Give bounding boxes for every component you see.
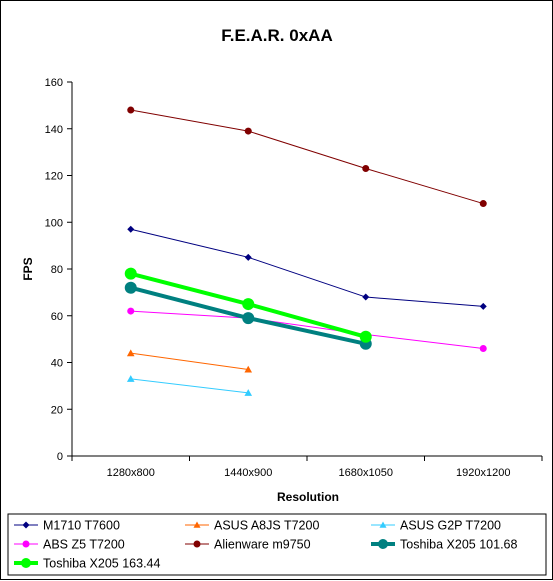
legend-item: ASUS G2P T7200 [371, 519, 501, 533]
y-tick-label: 0 [57, 451, 63, 463]
data-point [244, 253, 252, 261]
legend-item: ABS Z5 T7200 [14, 538, 125, 552]
x-ticks: 1280x800 1440x900 1680x1050 1920x1200 [71, 456, 543, 479]
y-tick-label: 140 [45, 124, 63, 136]
y-tick-label: 20 [51, 404, 63, 416]
series-line [130, 352, 249, 371]
y-tick-label: 100 [45, 217, 63, 229]
data-point [479, 302, 487, 310]
series-line [130, 109, 484, 205]
x-tick-label: 1920x1200 [456, 467, 510, 479]
legend-item: ASUS A8JS T7200 [185, 519, 319, 533]
data-point [244, 365, 253, 373]
data-point [127, 307, 135, 315]
y-tick-label: 40 [51, 358, 63, 370]
legend-label: ASUS G2P T7200 [400, 519, 501, 533]
legend-label: ASUS A8JS T7200 [214, 519, 319, 533]
legend-item: Alienware m9750 [185, 538, 311, 552]
data-point [479, 200, 487, 208]
data-point [126, 349, 135, 357]
chart-title: F.E.A.R. 0xAA [221, 26, 332, 45]
data-point [124, 281, 137, 294]
series-line [130, 310, 484, 349]
legend-swatch-marker [22, 521, 30, 529]
legend-item: M1710 T7600 [14, 519, 120, 533]
legend-items: M1710 T7600 ASUS A8JS T7200 ASUS G2P T7200… [14, 519, 518, 571]
y-tick-label: 80 [51, 264, 63, 276]
series-toshiba-x205-163-44 [124, 267, 372, 343]
series-m1710-t7600 [127, 225, 487, 310]
legend: M1710 T7600 ASUS A8JS T7200 ASUS G2P T7200… [7, 513, 547, 576]
legend-item: Toshiba X205 163.44 [14, 557, 161, 571]
legend-swatch-marker [378, 539, 388, 549]
data-point [244, 389, 253, 396]
data-point [126, 375, 135, 382]
data-point [362, 164, 370, 172]
legend-swatch-marker [22, 540, 30, 548]
series-asus-a8js-t7200 [126, 349, 253, 373]
legend-label: ABS Z5 T7200 [43, 538, 125, 552]
x-tick-label: 1680x1050 [339, 467, 393, 479]
y-tick-label: 120 [45, 171, 63, 183]
legend-swatch-marker [21, 558, 31, 568]
legend-swatch-marker [193, 540, 201, 548]
x-tick-label: 1280x800 [107, 467, 155, 479]
legend-item: Toshiba X205 101.68 [371, 538, 518, 552]
data-point [359, 330, 372, 343]
legend-swatch-marker [193, 521, 201, 528]
data-point [362, 293, 370, 301]
x-tick-label: 1440x900 [224, 467, 272, 479]
legend-label: Toshiba X205 163.44 [43, 557, 161, 571]
legend-label: Alienware m9750 [214, 538, 311, 552]
series-line [130, 228, 484, 307]
data-point [479, 344, 487, 352]
x-axis-title: Resolution [277, 490, 339, 504]
data-point [124, 267, 137, 280]
y-tick-label: 160 [45, 77, 63, 89]
series-layer [124, 106, 487, 396]
data-point [242, 298, 255, 311]
data-point [127, 106, 135, 114]
plot-area [71, 82, 542, 457]
data-point [242, 312, 255, 325]
data-point [127, 225, 135, 233]
y-ticks: 0 20 40 60 80 100 120 140 160 [45, 77, 72, 463]
legend-label: Toshiba X205 101.68 [400, 538, 518, 552]
y-tick-label: 60 [51, 311, 63, 323]
series-asus-g2p-t7200 [126, 375, 253, 396]
series-line [130, 378, 249, 394]
legend-swatch-marker [379, 521, 387, 528]
series-alienware-m9750 [127, 106, 487, 208]
legend-label: M1710 T7600 [43, 519, 120, 533]
series-toshiba-x205-101-68 [124, 281, 372, 350]
legend-box [7, 513, 547, 576]
data-point [244, 127, 252, 135]
y-axis-title: FPS [21, 257, 35, 280]
